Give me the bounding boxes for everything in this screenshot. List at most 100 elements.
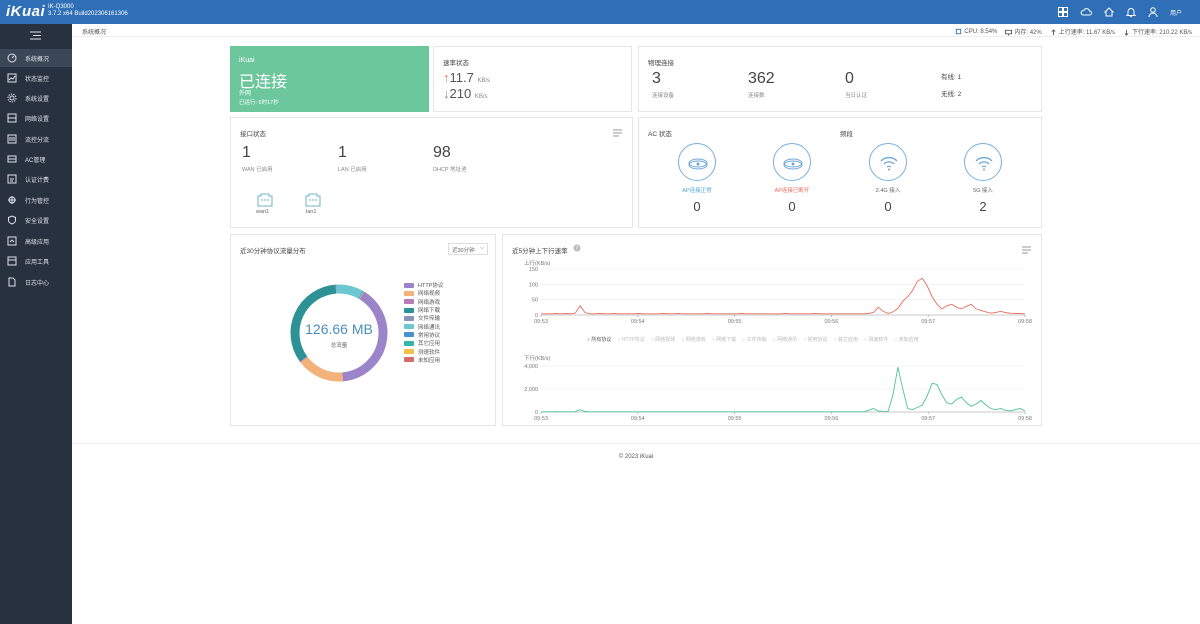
device-info: IK-Q3000 3.7.2 x64 Build202306161306 <box>48 4 128 18</box>
sidebar-item-auth[interactable]: 认证计费 <box>0 170 72 188</box>
port-label: lan1 <box>306 209 317 215</box>
connections-count: 362 <box>748 70 775 87</box>
ap-online-count: 0 <box>693 199 701 214</box>
x-tick-label: 09:57 <box>921 319 935 325</box>
up-arrow-icon: ↑ <box>443 70 450 85</box>
y-tick-label: 100 <box>529 282 538 288</box>
legend-label: 网络通讯 <box>418 324 441 331</box>
x-tick-label: 09:54 <box>631 319 645 325</box>
user-menu[interactable]: 用户 <box>1170 11 1183 17</box>
protocol-filter-tabs: ○ 所有协议 ○ HTTP协议 ○ 网络视频 ○ 网络游戏 ○ 网络下载 ○ 文件传输 ○ … <box>587 336 919 343</box>
sidebar-item-security[interactable]: 安全设置 <box>0 211 72 229</box>
legend-item[interactable]: 网络通讯 <box>404 322 443 331</box>
legend-label: 网络视频 <box>418 291 441 298</box>
sidebar-item-label: 应用工具 <box>25 259 50 266</box>
home-icon[interactable] <box>1103 6 1115 18</box>
legend-item[interactable]: 网络游戏 <box>404 298 443 306</box>
sidebar-item-behavior[interactable]: 行为管控 <box>0 191 72 209</box>
legend-item[interactable]: 网络视频 <box>404 289 443 297</box>
arrow-down-icon <box>1124 29 1129 36</box>
devices-label: 连接设备 <box>652 93 675 99</box>
port-label: wan1 <box>256 209 270 215</box>
time-range-select[interactable]: 近30分钟 ⌵ <box>448 243 488 255</box>
protocol-tab[interactable]: ○ 网络下载 <box>711 337 737 343</box>
port-status-card: 接口状态 1 WAN 已启用 1 LAN 已启用 98 DHCP 地址池 wan… <box>230 117 633 228</box>
sidebar-item-tools[interactable]: 应用工具 <box>0 252 72 270</box>
protocol-tab[interactable]: ○ 网络游戏 <box>681 337 706 343</box>
band-title: 频段 <box>840 131 853 138</box>
menu-collapse-icon[interactable] <box>30 31 41 40</box>
protocol-donut-chart <box>290 284 388 382</box>
sidebar-item-network[interactable]: 网络设置 <box>0 109 72 127</box>
rate-up-value: 11.7 <box>449 70 474 85</box>
protocol-tab[interactable]: ○ 网络通讯 <box>772 337 797 343</box>
protocol-tab[interactable]: ○ 未知应用 <box>894 337 919 343</box>
ac-status-card: AC 状态 频段 AP连接正常 0 AP连接已断开 0 2.4G 接入 0 5G… <box>638 117 1042 228</box>
user-icon[interactable] <box>1147 6 1159 18</box>
list-menu-icon[interactable] <box>1022 246 1031 254</box>
total-traffic-label: 总流量 <box>330 343 348 349</box>
monitor-icon <box>7 73 17 83</box>
sidebar-item-flow[interactable]: 流控分流 <box>0 130 72 148</box>
legend-swatch <box>404 357 414 363</box>
port-lan1[interactable]: lan1 <box>305 193 321 215</box>
protocol-tab[interactable]: ○ 测速软件 <box>863 337 889 343</box>
legend-swatch <box>404 282 414 288</box>
sidebar-item-logs[interactable]: 日志中心 <box>0 273 72 291</box>
protocol-tab[interactable]: ○ 文件传输 <box>742 337 767 343</box>
series-line <box>541 367 1026 413</box>
physical-card: 物理连接 3 连接设备 362 连接数 0 当日认证 有线: 1 无线: 2 <box>638 46 1042 112</box>
legend-swatch <box>404 340 414 346</box>
protocol-tab[interactable]: ○ 网络视频 <box>650 337 676 343</box>
sidebar-item-label: 日志中心 <box>25 280 50 287</box>
legend-item[interactable]: HTTP协议 <box>404 281 443 289</box>
arrow-up-icon <box>1051 29 1056 36</box>
y-tick-label: 150 <box>529 267 538 273</box>
legend-item[interactable]: 未知应用 <box>404 356 443 364</box>
ap-online-icon <box>678 143 716 181</box>
sidebar-item-system[interactable]: 系统设置 <box>0 89 72 107</box>
legend-item[interactable]: 文件传输 <box>404 314 443 322</box>
sidebar-item-label: 行为管控 <box>25 198 50 205</box>
down-stat: 下行速率: 210.22 KB/s <box>1123 27 1192 36</box>
help-icon[interactable]: ? <box>573 244 581 252</box>
network-type: 外网 <box>239 91 252 97</box>
legend-item[interactable]: 常用协议 <box>404 331 443 339</box>
donut-slice <box>290 284 337 362</box>
down-value: 下行速率: 210.22 KB/s <box>1131 30 1192 36</box>
list-menu-icon[interactable] <box>613 129 622 137</box>
auth-icon <box>7 174 17 184</box>
legend-label: HTTP协议 <box>418 283 444 290</box>
dashboard-icon <box>7 53 17 63</box>
legend-label: 常用协议 <box>418 332 441 339</box>
y-tick-label: 0 <box>535 410 538 416</box>
bell-icon[interactable] <box>1125 6 1137 18</box>
logo[interactable]: iKuai <box>6 3 46 20</box>
ap-offline-label: AP连接已断开 <box>774 188 810 194</box>
advanced-icon <box>7 236 17 246</box>
cloud-icon[interactable] <box>1080 6 1092 18</box>
protocol-tab[interactable]: ○ 常用协议 <box>803 337 828 343</box>
lan-count: 1 <box>338 144 347 161</box>
rate-title: 速率状态 <box>443 60 469 67</box>
legend-item[interactable]: 其它应用 <box>404 339 443 347</box>
protocol-tab[interactable]: ○ HTTP协议 <box>617 337 645 343</box>
sidebar-item-advanced[interactable]: 高级应用 <box>0 232 72 250</box>
mem-value: 内存: 42% <box>1014 30 1042 36</box>
legend-item[interactable]: 测速软件 <box>404 347 443 356</box>
protocol-tab[interactable]: ○ 所有协议 <box>587 337 612 343</box>
sidebar-item-ac[interactable]: AC管理 <box>0 150 72 168</box>
wifi-24g-count: 0 <box>884 199 892 214</box>
legend-item[interactable]: 网络下载 <box>404 306 443 314</box>
ethernet-port-icon <box>257 193 273 207</box>
time-range-value: 近30分钟 <box>452 248 475 254</box>
sidebar-item-label: 认证计费 <box>25 177 50 184</box>
protocol-tab[interactable]: ○ 其它应用 <box>833 337 858 343</box>
port-wan1[interactable]: wan1 <box>256 193 273 215</box>
ap-offline-icon <box>773 143 811 181</box>
sidebar-item-overview[interactable]: 系统概况 <box>0 49 72 67</box>
wan-label: WAN 已启用 <box>242 167 273 173</box>
sidebar-item-monitor[interactable]: 状态监控 <box>0 69 72 87</box>
grid-icon[interactable] <box>1057 6 1069 18</box>
lan-label: LAN 已启用 <box>338 167 367 173</box>
